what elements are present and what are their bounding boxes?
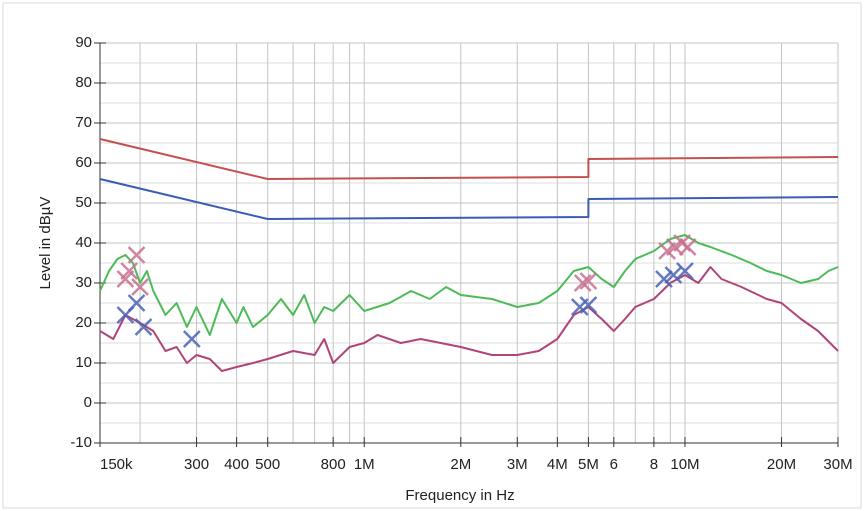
y-tick-label: -10 — [70, 434, 92, 451]
x-tick-label: 4M — [547, 456, 568, 473]
x-tick-label: 5M — [578, 456, 599, 473]
y-tick-label: 70 — [75, 114, 92, 131]
y-tick-label: 30 — [75, 274, 92, 291]
x-tick-label: 500 — [255, 456, 280, 473]
x-tick-label: 300 — [184, 456, 209, 473]
y-axis-label: Level in dBµV — [37, 197, 54, 290]
trace — [99, 266, 839, 372]
x-axis-label: Frequency in Hz — [405, 487, 514, 504]
marker — [664, 266, 683, 284]
y-tick-label: 40 — [75, 234, 92, 251]
marker — [579, 272, 598, 290]
x-tick-label: 30M — [823, 456, 852, 473]
x-tick-label: 20M — [767, 456, 796, 473]
marker — [120, 262, 139, 280]
y-tick-label: 90 — [75, 34, 92, 51]
x-tick-label: 150k — [100, 456, 133, 473]
trace — [99, 138, 839, 180]
marker — [131, 278, 149, 296]
marker — [676, 262, 694, 280]
x-tick-label: 2M — [450, 456, 471, 473]
marker — [134, 318, 153, 336]
marker — [573, 274, 592, 292]
y-tick-label: 60 — [75, 154, 92, 171]
y-tick-label: 80 — [75, 74, 92, 91]
trace — [99, 234, 839, 336]
x-tick-label: 10M — [670, 456, 699, 473]
x-tick-label: 6 — [610, 456, 618, 473]
marker — [127, 294, 146, 312]
marker — [182, 330, 201, 348]
x-tick-label: 8 — [650, 456, 658, 473]
marker — [655, 270, 673, 288]
marker — [678, 238, 697, 256]
trace — [99, 178, 839, 220]
marker — [579, 296, 598, 314]
x-tick-label: 1M — [354, 456, 375, 473]
y-tick-label: 50 — [75, 194, 92, 211]
y-tick-label: 20 — [75, 314, 92, 331]
x-tick-label: 400 — [224, 456, 249, 473]
y-tick-label: 0 — [84, 394, 92, 411]
marker — [127, 246, 146, 264]
y-tick-label: 10 — [75, 354, 92, 371]
x-tick-label: 800 — [321, 456, 346, 473]
x-tick-label: 3M — [507, 456, 528, 473]
